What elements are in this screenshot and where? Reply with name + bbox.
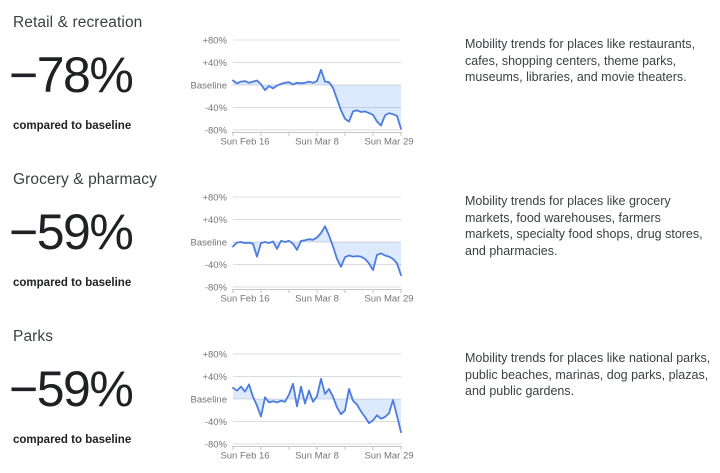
svg-text:+40%: +40%	[202, 58, 227, 69]
compared-to-baseline-label: compared to baseline	[13, 434, 132, 446]
compared-to-baseline-label: compared to baseline	[13, 277, 132, 289]
category-description-parks: Mobility trends for places like national…	[465, 351, 711, 398]
svg-text:Sun Feb 16: Sun Feb 16	[220, 137, 269, 148]
mobility-line-chart-grocery: +80% +40% Baseline -40% -80%Sun Feb 16 Sun Ma…	[191, 192, 414, 305]
svg-text:Baseline: Baseline	[191, 394, 227, 405]
percent-change-value-grocery: −59%	[9, 204, 134, 260]
svg-text:Baseline: Baseline	[191, 237, 227, 248]
mobility-line-chart-retail: +80% +40% Baseline -40% -80%Sun Feb 16 Sun Ma…	[191, 35, 414, 148]
svg-text:-80%: -80%	[205, 282, 228, 293]
mobility-chart-grocery: +80% +40% Baseline -40% -80% Sun Feb 16 Sun Ma…	[185, 189, 415, 319]
svg-text:+80%: +80%	[202, 35, 227, 46]
svg-text:Sun Mar 8: Sun Mar 8	[295, 451, 339, 462]
svg-text:Baseline: Baseline	[191, 80, 227, 91]
svg-text:Sun Mar 29: Sun Mar 29	[364, 137, 413, 148]
category-description-retail: Mobility trends for places like restaura…	[465, 37, 695, 84]
svg-text:+80%: +80%	[202, 349, 227, 360]
mobility-chart-parks: +80% +40% Baseline -40% -80% Sun Feb 16 Sun Ma…	[185, 346, 415, 473]
category-description-grocery: Mobility trends for places like grocery …	[465, 194, 703, 258]
svg-text:Sun Feb 16: Sun Feb 16	[220, 451, 269, 462]
svg-text:-80%: -80%	[205, 439, 228, 450]
svg-text:Sun Mar 29: Sun Mar 29	[364, 451, 413, 462]
compared-to-baseline-label: compared to baseline	[13, 120, 132, 132]
svg-text:Sun Mar 29: Sun Mar 29	[364, 294, 413, 305]
svg-text:-40%: -40%	[205, 103, 228, 114]
section-grocery-pharmacy: Grocery & pharmacy −59% compared to base…	[0, 157, 720, 314]
mobility-line-chart-parks: +80% +40% Baseline -40% -80%Sun Feb 16 Sun Ma…	[191, 349, 414, 462]
svg-text:-40%: -40%	[205, 260, 228, 271]
svg-text:Sun Mar 8: Sun Mar 8	[295, 137, 339, 148]
category-title-parks: Parks	[13, 328, 54, 345]
section-parks: Parks −59% compared to baseline +80% +40%…	[0, 314, 720, 471]
svg-text:-80%: -80%	[205, 125, 228, 136]
svg-text:Sun Feb 16: Sun Feb 16	[220, 294, 269, 305]
svg-text:Sun Mar 8: Sun Mar 8	[295, 294, 339, 305]
svg-text:-40%: -40%	[205, 417, 228, 428]
svg-text:+40%: +40%	[202, 215, 227, 226]
svg-text:+40%: +40%	[202, 372, 227, 383]
section-retail-recreation: Retail & recreation −78% compared to bas…	[0, 0, 720, 157]
category-title-grocery: Grocery & pharmacy	[13, 171, 157, 188]
svg-text:+80%: +80%	[202, 192, 227, 203]
mobility-chart-retail: +80% +40% Baseline -40% -80% Sun Feb 16 Sun Ma…	[185, 32, 415, 162]
category-title-retail: Retail & recreation	[13, 14, 143, 31]
percent-change-value-retail: −78%	[9, 47, 134, 103]
percent-change-value-parks: −59%	[9, 361, 134, 417]
